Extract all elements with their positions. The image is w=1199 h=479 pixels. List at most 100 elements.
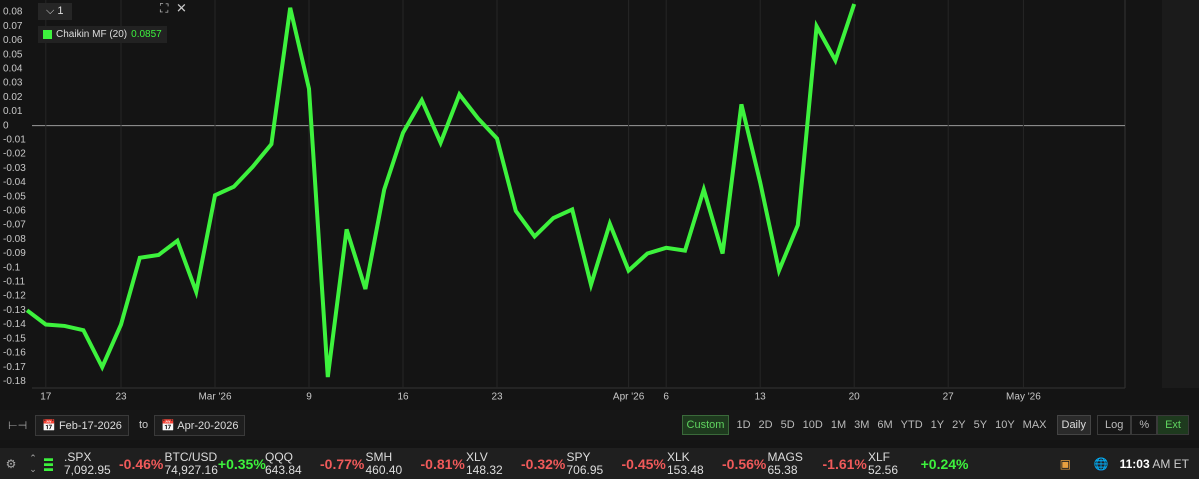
- y-tick-label: -0.11: [3, 277, 25, 288]
- ticker-item[interactable]: .SPX 7,092.95 -0.46%: [64, 450, 165, 477]
- y-tick-label: -0.18: [3, 376, 26, 387]
- clock-time: 11:03: [1119, 456, 1150, 471]
- ticker-list: .SPX 7,092.95 -0.46% BTC/USD 74,927.16 +0.35%…: [64, 449, 969, 477]
- panel-selector[interactable]: ⌵ 1: [38, 3, 72, 20]
- y-tick-label: 0.08: [3, 7, 23, 18]
- ticker-price: 706.95: [566, 462, 604, 477]
- ticker-symbol: SPY: [566, 449, 591, 464]
- x-tick-label: 23: [491, 392, 503, 403]
- y-tick-label: -0.17: [3, 362, 26, 373]
- y-tick-label: 0: [3, 120, 9, 131]
- y-tick-label: -0.06: [3, 206, 26, 217]
- ticker-item[interactable]: QQQ 643.84 -0.77%: [265, 449, 366, 477]
- range-button[interactable]: 3M: [854, 419, 870, 431]
- range-button[interactable]: YTD: [900, 419, 923, 431]
- y-tick-label: -0.13: [3, 305, 26, 316]
- ticker-item[interactable]: SPY 706.95 -0.45%: [566, 449, 668, 477]
- start-date[interactable]: 📅 Feb-17-2026: [35, 414, 129, 436]
- ticker-symbol: MAGS: [767, 449, 803, 464]
- y-tick-label: -0.09: [3, 248, 26, 259]
- range-button[interactable]: 10D: [802, 419, 823, 431]
- interval-button[interactable]: Daily: [1056, 415, 1091, 435]
- legend: Chaikin MF (20) 0.0857: [38, 26, 167, 43]
- chart-bg: [0, 0, 1199, 410]
- range-button[interactable]: MAX: [1022, 419, 1047, 431]
- expand-icon[interactable]: ⛶: [159, 1, 169, 15]
- y-tick-label: -0.01: [3, 135, 26, 146]
- y-tick-label: -0.08: [3, 234, 26, 245]
- ticker-price: 65.38: [767, 462, 798, 477]
- to-label: to: [138, 419, 149, 431]
- ticker-price: 52.56: [868, 462, 899, 477]
- chevron: ⌵: [46, 5, 58, 17]
- ticker-left: .SPX 7,092.95: [64, 450, 119, 477]
- y-tick-label: -0.16: [3, 348, 26, 359]
- start-date-text: Feb-17-2026: [58, 419, 122, 432]
- y-tick-label: 0.04: [3, 64, 23, 75]
- chart: ⛶ ✕ 0.08 0.07 0.06 0.05 0.04 0.03 0.02 0.01 0 -0.…: [0, 0, 1199, 410]
- ticker-price: 74,927.16: [164, 462, 218, 477]
- ticker-symbol: BTC/USD: [164, 449, 218, 464]
- ticker-change: -0.46%: [119, 455, 164, 472]
- ticker-price: 7,092.95: [64, 462, 111, 477]
- toolbar: ⊢⊣ 📅 Feb-17-2026 to 📅 Apr-20-2026 Custom…: [0, 410, 1199, 440]
- option-button[interactable]: Log: [1096, 415, 1132, 435]
- ticker-bar: ⚙ ⌃ ⌄ ▬ ▬ ▬ .SPX 7,092.95 -0.46% BTC/USD 74,927…: [0, 448, 1199, 479]
- x-tick-label: 16: [397, 392, 409, 403]
- range-button[interactable]: 2Y: [952, 419, 966, 431]
- range-button[interactable]: 1D: [736, 419, 751, 431]
- range-button[interactable]: 6M: [877, 419, 893, 431]
- y-tick-label: -0.07: [3, 220, 26, 231]
- ticker-price: 148.32: [466, 462, 503, 477]
- option-button[interactable]: %: [1131, 415, 1158, 435]
- scroll-arrows[interactable]: ⌃ ⌄: [29, 452, 37, 474]
- list-icon[interactable]: ▬ ▬ ▬: [44, 453, 53, 473]
- y-tick-label: 0.01: [3, 106, 23, 117]
- range-button[interactable]: 10Y: [995, 419, 1015, 431]
- ticker-change: -1.61%: [822, 455, 867, 472]
- ticker-item[interactable]: MAGS 65.38 -1.61%: [767, 449, 869, 477]
- range-button[interactable]: 1M: [830, 419, 847, 431]
- range-button[interactable]: 5D: [780, 419, 795, 431]
- ticker-price: 153.48: [667, 462, 704, 477]
- ticker-item[interactable]: BTC/USD 74,927.16 +0.35%: [164, 449, 266, 477]
- ticker-item[interactable]: XLV 148.32 -0.32%: [466, 450, 567, 477]
- ticker-left: SPY 706.95: [566, 449, 622, 477]
- x-tick-label: Mar '26: [198, 392, 231, 403]
- settings-icon[interactable]: ⚙: [5, 456, 17, 471]
- wallet-icon[interactable]: ▣: [1059, 456, 1071, 471]
- x-tick-label: 13: [755, 392, 767, 403]
- ticker-left: XLF 52.56: [868, 450, 921, 477]
- range-button[interactable]: 1Y: [930, 419, 945, 431]
- close-icon[interactable]: ✕: [176, 0, 187, 15]
- end-date[interactable]: 📅 Apr-20-2026: [154, 414, 246, 436]
- x-tick-label: 17: [40, 392, 52, 403]
- globe-icon[interactable]: 🌐: [1093, 456, 1109, 471]
- ticker-change: -0.45%: [621, 455, 666, 472]
- x-tick-label: 6: [663, 392, 669, 403]
- ticker-change: -0.56%: [722, 455, 767, 472]
- line-series: [25, 3, 857, 378]
- ticker-left: QQQ 643.84: [265, 449, 320, 477]
- ticker-symbol: QQQ: [265, 449, 294, 464]
- y-tick-label: 0.02: [3, 92, 23, 103]
- range-icon[interactable]: ⊢⊣: [8, 419, 28, 432]
- ticker-item[interactable]: SMH 460.40 -0.81%: [365, 450, 467, 477]
- y-tick-label: 0.06: [3, 35, 23, 46]
- range-button[interactable]: 5Y: [973, 419, 988, 431]
- ticker-item[interactable]: XLK 153.48 -0.56%: [667, 450, 768, 477]
- range-button[interactable]: 2D: [758, 419, 773, 431]
- ticker-change: -0.81%: [420, 455, 465, 472]
- option-group: Log% Ext: [1096, 415, 1189, 435]
- ticker-price: 460.40: [365, 462, 403, 477]
- ticker-price: 643.84: [265, 462, 302, 477]
- ticker-change: -0.32%: [521, 455, 566, 472]
- y-tick-label: 0.07: [3, 21, 23, 32]
- ticker-item[interactable]: XLF 52.56 +0.24%: [868, 450, 969, 477]
- x-tick-label: Apr '26: [613, 392, 645, 403]
- option-button[interactable]: Ext: [1157, 415, 1189, 435]
- panel-number: 1: [57, 5, 64, 17]
- range-button[interactable]: Custom: [681, 415, 730, 435]
- ticker-left: XLK 153.48: [667, 450, 722, 477]
